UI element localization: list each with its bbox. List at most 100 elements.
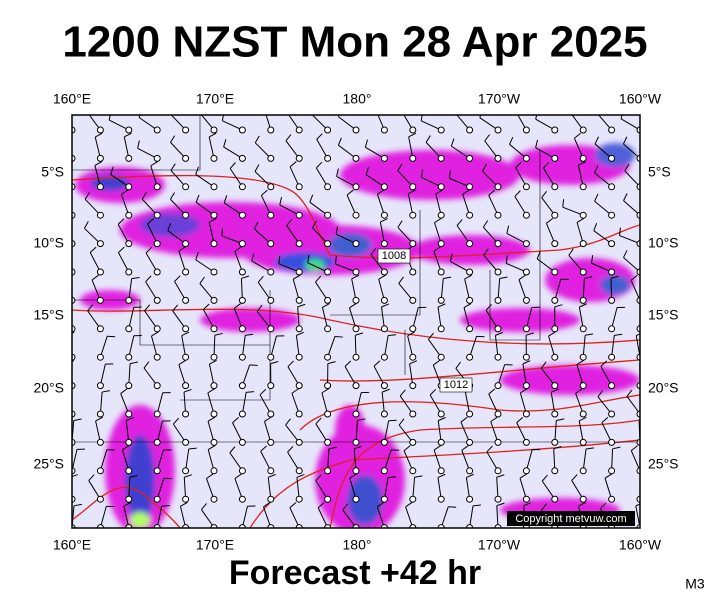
barb-station: [380, 325, 388, 333]
barb-station: [182, 154, 190, 162]
barb-shaft: [296, 477, 300, 500]
barb-shaft: [519, 392, 527, 415]
barb-station: [125, 495, 133, 503]
barb-shaft: [437, 477, 442, 500]
barb-station: [522, 325, 530, 333]
barb-station: [352, 211, 360, 219]
barb-station: [494, 183, 502, 191]
barb-feather: [594, 136, 599, 145]
barb-feather: [482, 220, 489, 228]
barb-shaft: [519, 478, 527, 500]
barb-station: [295, 126, 303, 134]
barb-station: [522, 211, 530, 219]
barb-station: [409, 353, 417, 361]
barb-station: [96, 126, 104, 134]
barb-feather: [178, 246, 186, 252]
barb-station: [153, 183, 161, 191]
barb-station: [579, 410, 587, 418]
barb-station: [494, 353, 502, 361]
barb-shaft: [311, 115, 328, 131]
barb-feather: [420, 169, 424, 178]
barb-station: [125, 268, 133, 276]
barb-feather: [520, 388, 528, 394]
barb-station: [522, 268, 530, 276]
barb-station: [352, 240, 360, 248]
barb-station: [238, 438, 246, 446]
barb-shaft: [123, 506, 130, 528]
copyright: Copyright metvuw.com: [515, 513, 626, 525]
barb-station: [96, 495, 104, 503]
barb-feather: [488, 189, 496, 196]
barb-shaft: [321, 307, 329, 329]
barb-station: [380, 467, 388, 475]
barb-feather: [208, 217, 217, 223]
barb-feather: [354, 445, 362, 450]
barb-station: [267, 296, 275, 304]
lon-label: 160°W: [619, 91, 662, 107]
barb-feather: [620, 115, 623, 119]
barb-station: [295, 268, 303, 276]
barb-shaft: [156, 420, 164, 443]
barb-shaft: [99, 336, 108, 358]
barb-feather: [639, 363, 640, 365]
barb-shaft: [260, 451, 272, 472]
barb-station: [182, 296, 190, 304]
barb-feather: [483, 248, 489, 256]
barb-station: [238, 495, 246, 503]
barb-station: [608, 126, 616, 134]
barb-station: [210, 183, 218, 191]
barb-shaft: [383, 335, 389, 358]
barb-shaft: [412, 307, 419, 329]
barb-shaft: [403, 450, 414, 471]
barb-shaft: [91, 279, 101, 301]
barb-feather: [600, 360, 608, 367]
barb-shaft: [117, 224, 130, 244]
barb-feather: [349, 473, 357, 479]
barb-station: [324, 438, 332, 446]
barb-station: [409, 154, 417, 162]
barb-shaft: [94, 136, 101, 159]
barb-feather: [518, 274, 526, 281]
barb-shaft: [207, 421, 215, 443]
barb-shaft: [208, 363, 215, 386]
barb-feather: [484, 134, 491, 142]
barb-station: [551, 240, 559, 248]
barb-station: [324, 183, 332, 191]
barb-station: [267, 183, 275, 191]
forecast-label: Forecast +42 hr: [229, 554, 481, 592]
barb-feather: [327, 361, 336, 365]
barb-feather: [58, 107, 63, 114]
barb-station: [352, 325, 360, 333]
barb-feather: [264, 416, 272, 422]
barb-shaft: [72, 271, 73, 272]
barb-station: [125, 211, 133, 219]
barb-shaft: [399, 395, 414, 415]
barb-station: [579, 268, 587, 276]
barb-shaft: [450, 260, 470, 273]
barb-shaft: [464, 278, 471, 301]
barb-station: [466, 467, 474, 475]
lat-label: 25°S: [648, 456, 679, 472]
barb-shaft: [461, 450, 471, 471]
barb-station: [380, 126, 388, 134]
barb-feather: [630, 274, 638, 281]
barb-feather: [209, 360, 217, 365]
barb-shaft: [267, 477, 272, 500]
barb-feather: [257, 275, 264, 283]
barb-shaft: [494, 335, 499, 358]
barb-feather: [612, 446, 621, 450]
barb-shaft: [573, 138, 584, 159]
barb-feather: [344, 360, 352, 367]
barb-feather: [124, 132, 132, 138]
barb-feather: [169, 192, 176, 200]
barb-shaft: [286, 225, 300, 244]
barb-shaft: [195, 174, 215, 188]
barb-shaft: [156, 392, 164, 415]
barb-feather: [233, 303, 241, 309]
barb-feather: [479, 115, 482, 118]
barb-feather: [245, 333, 254, 336]
barb-station: [352, 410, 360, 418]
barb-station: [437, 438, 445, 446]
barb-shaft: [407, 193, 414, 216]
barb-station: [182, 410, 190, 418]
